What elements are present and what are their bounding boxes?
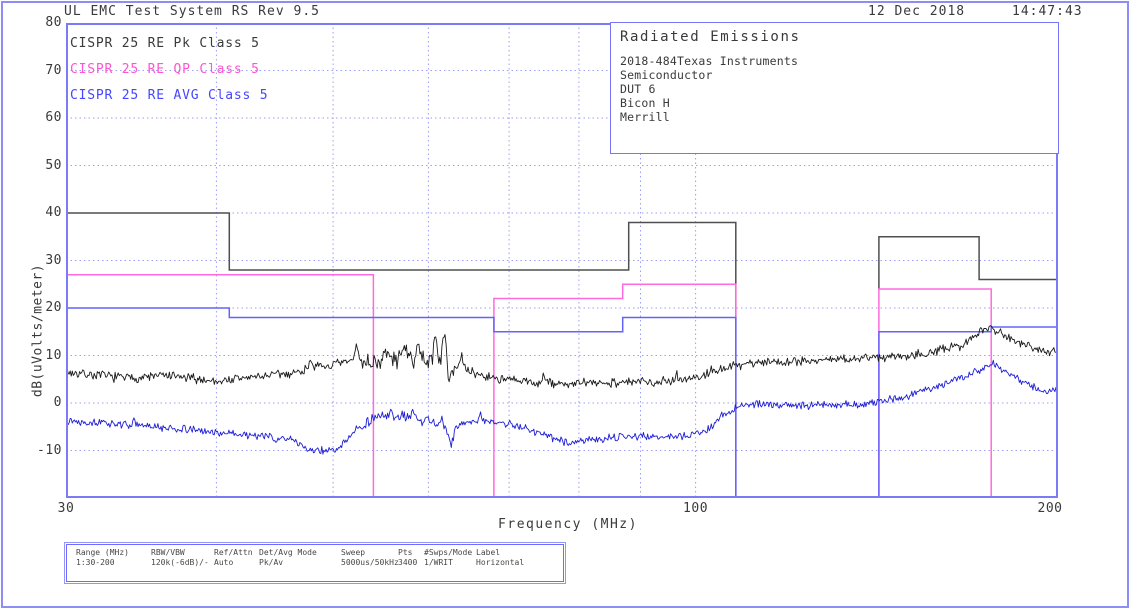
info-title: Radiated Emissions — [620, 29, 801, 45]
y-tick-label: 10 — [45, 347, 62, 363]
x-axis-label: Frequency (MHz) — [498, 517, 638, 532]
settings-col-value: Pk/Av — [259, 558, 284, 567]
y-axis-label: dB(uVolts/meter) — [30, 263, 46, 398]
info-line-operator: Merrill — [620, 110, 670, 124]
info-line-dut: DUT 6 — [620, 82, 656, 96]
legend-item-avg: CISPR 25 RE AVG Class 5 — [70, 88, 269, 103]
y-tick-label: 30 — [45, 252, 62, 268]
settings-col-header: Pts — [398, 548, 413, 557]
info-line-company: Semiconductor — [620, 68, 713, 82]
y-tick-label: 60 — [45, 110, 62, 125]
qp-limit-line — [66, 274, 375, 498]
y-tick-label: -10 — [37, 442, 62, 458]
info-line-project: 2018-484Texas Instruments — [620, 54, 799, 68]
y-tick-label: 50 — [45, 157, 62, 173]
settings-col-header: Ref/Attn — [214, 548, 253, 557]
legend-item-pk: CISPR 25 RE Pk Class 5 — [70, 36, 260, 51]
x-tick-label: 30 — [57, 501, 75, 516]
y-tick-label: 80 — [45, 15, 62, 30]
x-tick-label: 100 — [683, 501, 709, 516]
settings-col-header: Range (MHz) — [76, 548, 129, 557]
settings-col-header: Det/Avg Mode — [259, 548, 317, 557]
pk-trace-line — [66, 325, 1058, 389]
legend-item-qp: CISPR 25 RE QP Class 5 — [70, 62, 260, 77]
header-date: 12 Dec 2018 — [868, 4, 966, 19]
app-title: UL EMC Test System RS Rev 9.5 — [64, 4, 320, 19]
qp-limit-line — [493, 283, 737, 498]
settings-col-value: Auto — [214, 558, 234, 567]
settings-col-header: RBW/VBW — [151, 548, 185, 557]
settings-table-inner-border — [66, 544, 564, 582]
info-line-antenna: Bicon H — [620, 96, 670, 110]
qp-limit-line — [878, 288, 992, 498]
settings-col-header: Sweep — [341, 548, 366, 557]
y-tick-label: 20 — [45, 300, 62, 315]
settings-col-header: Label — [476, 548, 501, 557]
y-tick-label: 70 — [45, 62, 62, 78]
header-time: 14:47:43 — [1012, 4, 1083, 19]
avg-trace-line — [66, 359, 1058, 455]
pk-limit-line — [66, 212, 737, 498]
settings-table: Range (MHz) 1:30-200 RBW/VBW 120k(-6dB)/- Re… — [64, 542, 566, 584]
y-tick-label: 40 — [45, 205, 62, 220]
plot-border — [66, 23, 1058, 498]
y-tick-label: 0 — [53, 395, 62, 410]
pk-limit-line — [878, 236, 1058, 289]
x-tick-label: 200 — [1037, 501, 1063, 516]
settings-col-value: 1:30-200 — [76, 558, 115, 567]
settings-col-value: 1/WRIT — [424, 558, 453, 567]
avg-limit-line — [66, 307, 737, 498]
settings-col-value: 5000us/50kHz — [341, 558, 399, 567]
plot-area — [66, 23, 1058, 498]
settings-col-value: Horizontal — [476, 558, 525, 567]
settings-col-header: #Swps/Mode — [424, 548, 473, 557]
settings-col-value: 3400 — [398, 558, 418, 567]
avg-limit-line — [878, 326, 1058, 498]
test-info-box: Radiated Emissions 2018-484Texas Instrum… — [610, 22, 1059, 154]
settings-col-value: 120k(-6dB)/- — [151, 558, 209, 567]
